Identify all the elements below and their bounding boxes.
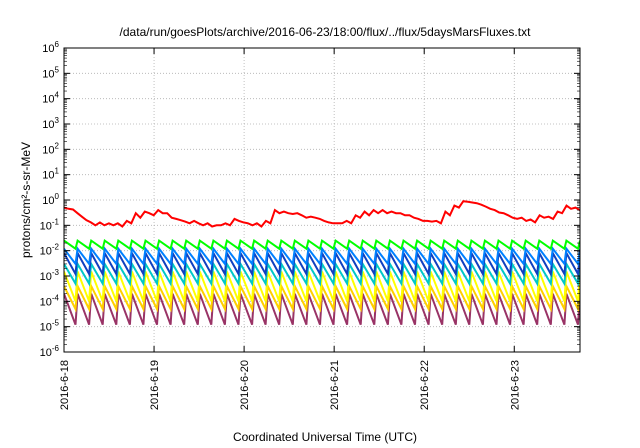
y-tick-label: 10-6 xyxy=(40,344,60,359)
chart-title: /data/run/goesPlots/archive/2016-06-23/1… xyxy=(120,25,532,39)
y-tick-label: 105 xyxy=(42,65,59,80)
flux-series-line xyxy=(64,246,580,267)
y-tick-label: 10-2 xyxy=(40,243,60,258)
y-tick-label: 103 xyxy=(42,116,59,131)
axis-ticks: 10-6 10-5 10-4 10-3 10-2 10-1 100 101 102 103 104 1… xyxy=(40,40,580,410)
data-series xyxy=(64,200,580,326)
y-axis-label: protons/cm²-s-sr-MeV xyxy=(19,142,33,258)
flux-series-line xyxy=(64,200,580,228)
x-tick-label: 2016-6-21 xyxy=(329,360,341,410)
x-tick-label: 2016-6-22 xyxy=(419,360,431,410)
x-tick-label: 2016-6-18 xyxy=(59,360,71,410)
x-tick-label: 2016-6-19 xyxy=(149,360,161,410)
y-tick-label: 101 xyxy=(42,167,59,182)
y-tick-label: 106 xyxy=(42,40,59,55)
x-tick-label: 2016-6-20 xyxy=(239,360,251,410)
x-tick-label: 2016-6-23 xyxy=(509,360,521,410)
flux-series-line xyxy=(64,238,580,251)
x-axis-label: Coordinated Universal Time (UTC) xyxy=(233,430,417,444)
y-tick-label: 10-1 xyxy=(40,217,60,232)
y-tick-label: 10-5 xyxy=(40,319,60,334)
y-tick-label: 100 xyxy=(42,192,59,207)
y-tick-label: 10-3 xyxy=(40,268,60,283)
y-tick-label: 10-4 xyxy=(40,293,60,308)
y-tick-label: 102 xyxy=(42,141,59,156)
y-tick-label: 104 xyxy=(42,91,59,106)
